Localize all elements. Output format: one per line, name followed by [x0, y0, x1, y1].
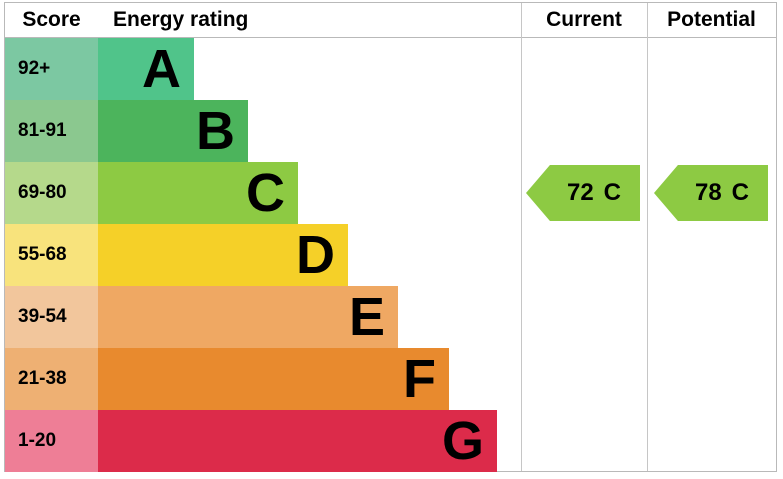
column-divider-current	[521, 3, 522, 471]
band-bar-D: D	[98, 224, 348, 286]
score-range-F: 21-38	[5, 348, 98, 410]
current-rating-arrow: 72 C	[526, 165, 640, 221]
potential-rating-value: 78	[694, 179, 722, 206]
potential-rating-band: C	[731, 179, 750, 206]
epc-band-row-E: 39-54 E	[5, 286, 776, 348]
potential-rating-arrow: 78 C	[654, 165, 768, 221]
current-rating-value: 72	[566, 179, 594, 206]
epc-table: Score Energy rating Current Potential 92…	[4, 2, 777, 472]
epc-band-row-F: 21-38 F	[5, 348, 776, 410]
band-bar-B: B	[98, 100, 248, 162]
header-energy-rating: Energy rating	[113, 8, 249, 31]
current-rating-band: C	[603, 179, 622, 206]
band-bar-C: C	[98, 162, 298, 224]
epc-band-row-A: 92+ A	[5, 38, 776, 100]
epc-band-row-D: 55-68 D	[5, 224, 776, 286]
epc-table-header: Score Energy rating Current Potential	[5, 3, 776, 38]
header-current: Current	[546, 8, 622, 31]
epc-band-row-C: 69-80 C	[5, 162, 776, 224]
epc-band-row-G: 1-20 G	[5, 410, 776, 472]
header-potential: Potential	[667, 8, 756, 31]
band-bar-G: G	[98, 410, 497, 472]
score-range-G: 1-20	[5, 410, 98, 472]
header-score: Score	[22, 8, 81, 31]
band-bar-F: F	[98, 348, 449, 410]
band-bar-E: E	[98, 286, 398, 348]
column-divider-potential	[647, 3, 648, 471]
score-range-E: 39-54	[5, 286, 98, 348]
score-range-C: 69-80	[5, 162, 98, 224]
score-range-D: 55-68	[5, 224, 98, 286]
epc-band-rows: 92+ A 81-91 B 69-80 C 55-68 D 39-54 E 21-38 F 1-20 G	[5, 38, 776, 472]
epc-band-row-B: 81-91 B	[5, 100, 776, 162]
score-range-A: 92+	[5, 38, 98, 100]
band-bar-A: A	[98, 38, 194, 100]
score-range-B: 81-91	[5, 100, 98, 162]
